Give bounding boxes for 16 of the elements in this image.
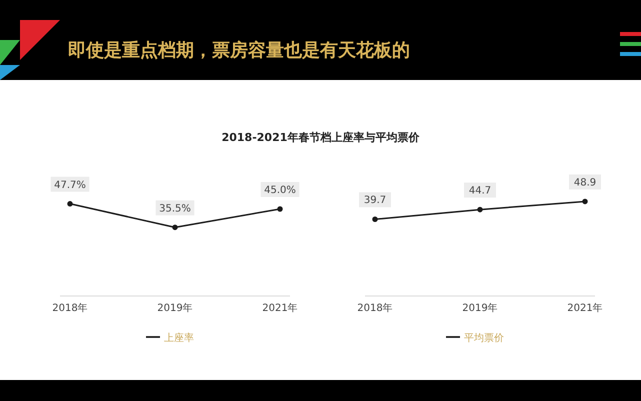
data-label: 35.5%	[159, 203, 191, 214]
chart-subtitle: 2018-2021年春节档上座率与平均票价	[220, 130, 420, 145]
x-tick-label: 2021年	[262, 302, 298, 314]
legend-label: 上座率	[164, 333, 194, 344]
data-label: 45.0%	[264, 185, 296, 196]
data-label: 47.7%	[54, 180, 86, 191]
chart-title: 即使是重点档期，票房容量也是有天花板的	[68, 39, 410, 62]
legend-label: 平均票价	[464, 333, 504, 344]
data-label: 39.7	[364, 195, 386, 206]
x-tick-label: 2019年	[157, 302, 193, 314]
x-tick-label: 2018年	[52, 302, 88, 314]
x-tick-label: 2019年	[462, 302, 498, 314]
data-label: 48.9	[574, 177, 596, 188]
x-tick-label: 2018年	[357, 302, 393, 314]
x-tick-label: 2021年	[567, 302, 603, 314]
data-label: 44.7	[468, 186, 492, 197]
